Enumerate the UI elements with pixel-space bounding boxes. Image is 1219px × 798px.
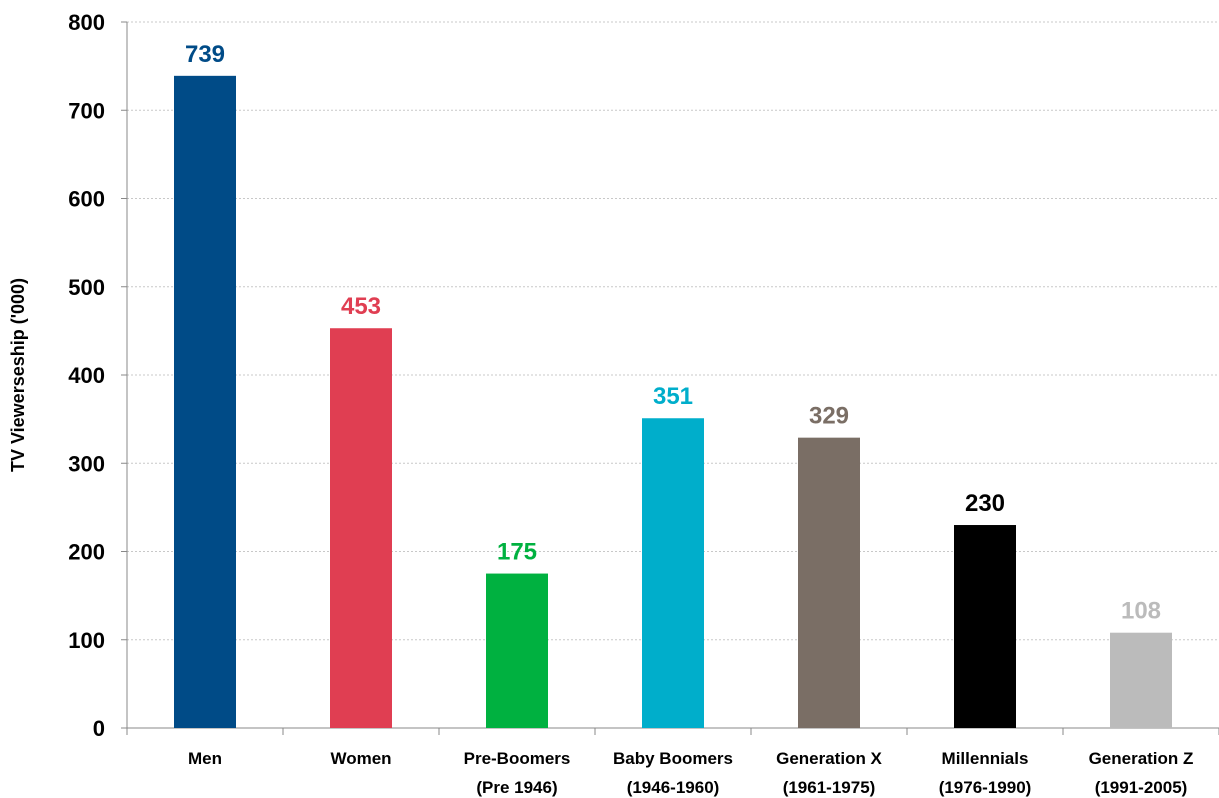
bar	[174, 75, 236, 728]
bars	[174, 75, 1172, 728]
y-tick-label: 500	[68, 275, 105, 300]
bar	[798, 437, 860, 728]
y-tick-label: 200	[68, 540, 105, 565]
data-label: 230	[965, 490, 1005, 517]
x-category-label: Men	[188, 749, 222, 768]
data-label: 739	[185, 41, 225, 68]
x-category-label: (1976-1990)	[939, 778, 1032, 797]
x-category-label: Generation Z	[1089, 749, 1194, 768]
x-category-label: (1991-2005)	[1095, 778, 1188, 797]
data-labels: 739 453 175 351 329 230 108	[185, 41, 1161, 625]
data-label: 453	[341, 293, 381, 320]
y-axis-title: TV Viewerseship ('000)	[8, 278, 28, 472]
y-tick-label: 300	[68, 451, 105, 476]
y-tick-label: 0	[93, 716, 105, 741]
x-category-label: (1946-1960)	[627, 778, 720, 797]
data-label: 329	[809, 403, 849, 430]
x-category-label: (1961-1975)	[783, 778, 876, 797]
y-tick-label: 700	[68, 98, 105, 123]
y-tick-labels: 0 100 200 300 400 500 600 700 800	[68, 10, 105, 741]
data-label: 351	[653, 383, 693, 410]
y-tick-label: 600	[68, 187, 105, 212]
x-category-label: (Pre 1946)	[476, 778, 557, 797]
bar	[1110, 632, 1172, 728]
bar	[642, 418, 704, 728]
data-label: 175	[497, 539, 537, 566]
y-tick-label: 100	[68, 628, 105, 653]
bar	[330, 328, 392, 728]
x-category-label: Millennials	[942, 749, 1029, 768]
data-label: 108	[1121, 598, 1161, 625]
x-category-label: Women	[330, 749, 391, 768]
x-category-label: Generation X	[776, 749, 882, 768]
x-category-label: Baby Boomers	[613, 749, 733, 768]
x-category-label: Pre-Boomers	[464, 749, 571, 768]
bar	[486, 573, 548, 728]
bar	[954, 525, 1016, 728]
y-tick-label: 400	[68, 363, 105, 388]
x-category-labels: Men Women Pre-Boomers (Pre 1946) Baby Boomer…	[188, 749, 1193, 797]
y-tick-label: 800	[68, 10, 105, 35]
